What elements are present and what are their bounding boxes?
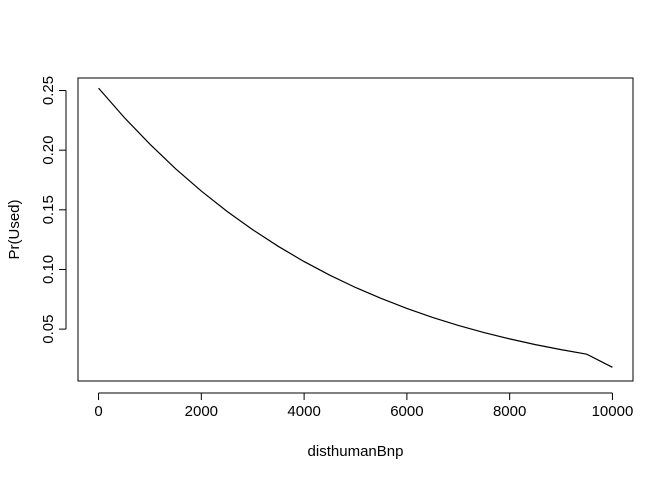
- y-tick-label: 0.05: [40, 315, 57, 344]
- y-tick-label: 0.10: [40, 255, 57, 284]
- y-tick-label: 0.15: [40, 195, 57, 224]
- x-tick-label: 10000: [592, 403, 634, 420]
- x-axis: 0 2000 4000 6000 8000 10000: [94, 392, 634, 420]
- x-tick-label: 0: [94, 403, 102, 420]
- x-tick-label: 8000: [493, 403, 526, 420]
- y-axis: 0.05 0.10 0.15 0.20 0.25: [40, 76, 67, 344]
- series-line: [98, 87, 613, 368]
- x-tick-label: 2000: [185, 403, 218, 420]
- plot-frame: [77, 77, 634, 382]
- y-tick-label: 0.25: [40, 76, 57, 105]
- x-tick-label: 6000: [390, 403, 423, 420]
- y-tick-label: 0.20: [40, 136, 57, 165]
- x-axis-title: disthumanBnp: [308, 443, 404, 460]
- y-axis-title: Pr(Used): [6, 199, 23, 259]
- x-tick-label: 4000: [287, 403, 320, 420]
- series-layer: [98, 87, 613, 368]
